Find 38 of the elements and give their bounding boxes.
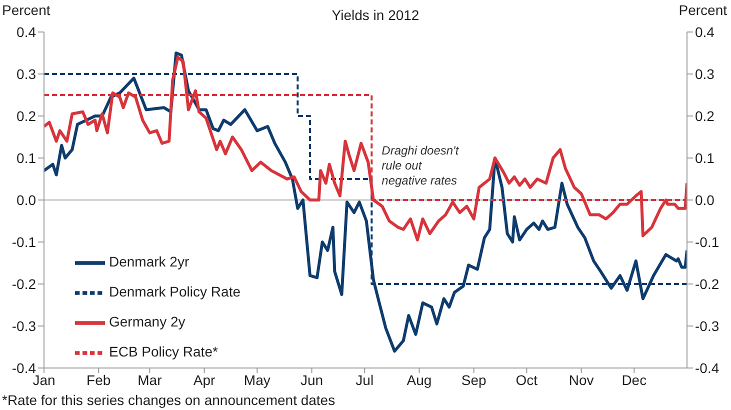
y2-axis-title: Percent — [678, 2, 727, 18]
y2-tick-label: -0.2 — [695, 276, 720, 292]
y2-tick-label: -0.1 — [695, 234, 720, 250]
y2-tick-label: 0.4 — [695, 24, 715, 40]
y2-tick-label: -0.4 — [695, 360, 720, 376]
y2-tick-label: 0.3 — [695, 66, 715, 82]
y-tick-label: 0.0 — [16, 192, 36, 208]
y-tick-label: -0.1 — [12, 234, 36, 250]
chart-title: Yields in 2012 — [332, 7, 420, 23]
legend-label: Denmark 2yr — [109, 254, 190, 270]
x-tick-label: Nov — [568, 372, 594, 388]
text: *Rate for this series changes on announcement dates — [2, 392, 336, 408]
line-series — [44, 56, 687, 242]
x-tick-label: Jun — [300, 372, 324, 388]
y2-tick-label: 0.0 — [695, 192, 715, 208]
y2-tick-label: 0.1 — [695, 150, 715, 166]
y-tick-label: -0.2 — [12, 276, 36, 292]
y-tick-label: 0.2 — [16, 108, 36, 124]
y-tick-label: -0.3 — [12, 318, 36, 334]
y-tick-label: 0.3 — [16, 66, 36, 82]
x-tick-label: Mar — [138, 372, 162, 388]
y-axis-title: Percent — [2, 2, 50, 18]
y-tick-label: 0.4 — [16, 24, 36, 40]
legend-label: Denmark Policy Rate — [109, 284, 240, 300]
x-tick-label: May — [244, 372, 270, 388]
y2-tick-label: 0.2 — [695, 108, 715, 124]
legend-label: Germany 2y — [109, 314, 186, 330]
x-tick-label: Oct — [516, 372, 538, 388]
x-tick-label: Sep — [461, 372, 487, 388]
x-tick-label: Dec — [622, 372, 647, 388]
x-tick-label: Apr — [193, 372, 216, 388]
annotation: Draghi doesn't rule out negative rates — [382, 143, 460, 188]
x-tick-label: Aug — [406, 372, 432, 388]
x-tick-label: Jul — [356, 372, 374, 388]
y-tick-label: 0.1 — [16, 150, 36, 166]
legend-label: ECB Policy Rate* — [109, 344, 218, 360]
x-tick-label: Feb — [86, 372, 111, 388]
y2-tick-label: -0.3 — [695, 318, 720, 334]
